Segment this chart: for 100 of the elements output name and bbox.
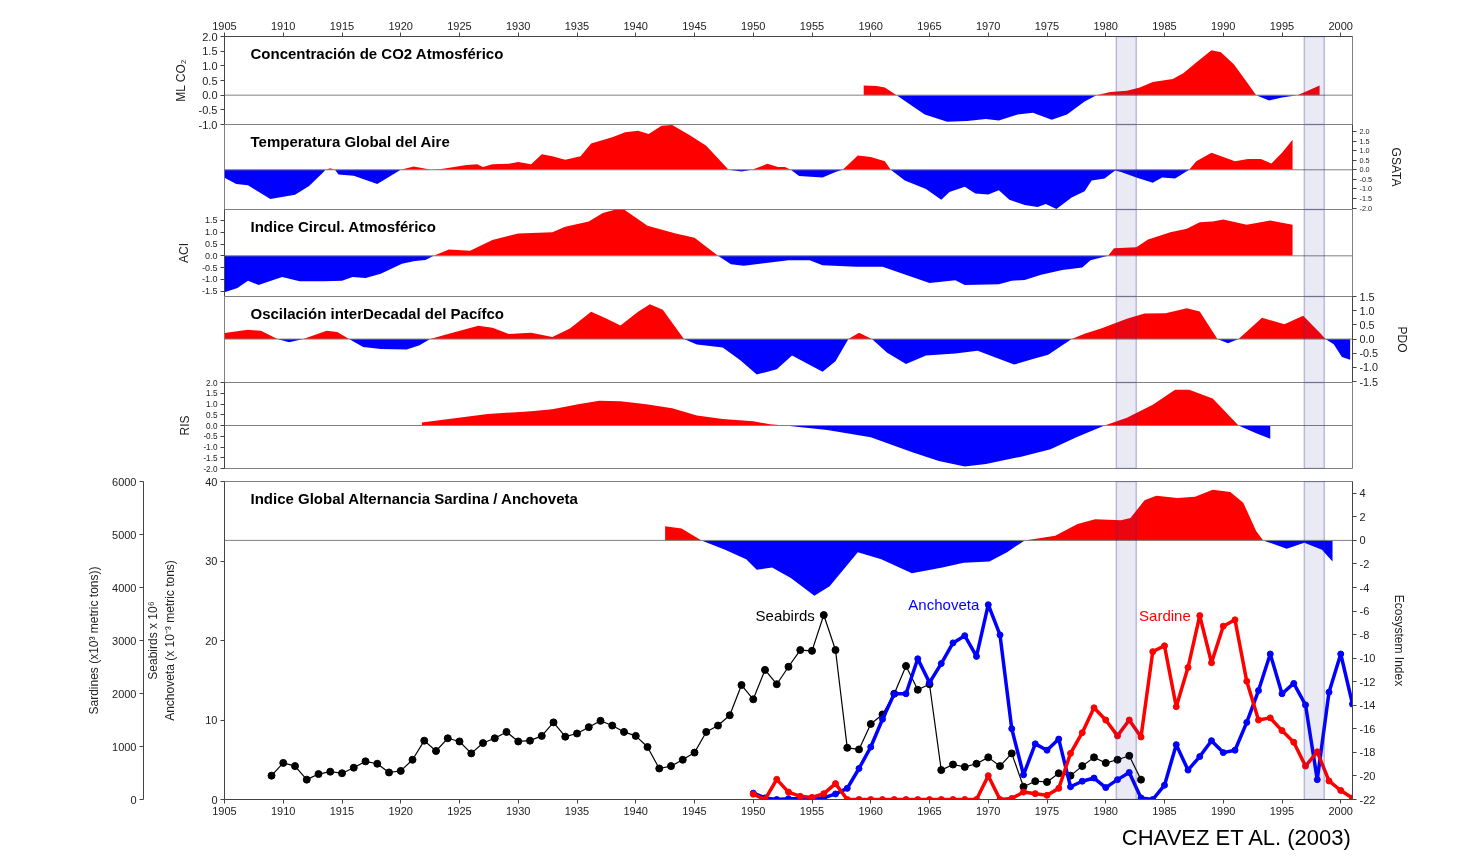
y3-tick-label: 3000 — [112, 634, 137, 647]
text: CHAVEZ ET AL. (2003) — [1121, 824, 1351, 850]
y-tick-label: 1.0 — [202, 59, 218, 72]
y-tick-label: 2.0 — [202, 30, 218, 43]
x-tick-label: 1920 — [388, 19, 413, 32]
y3-tick-label: 2000 — [112, 687, 137, 700]
y2-tick-label: 1.5 — [1359, 290, 1375, 303]
x-tick-label: 1970 — [976, 19, 1001, 32]
y2-tick-label: -0.5 — [1359, 347, 1379, 360]
x-tick-label: 1985 — [1152, 804, 1177, 817]
x-tick-label: 1930 — [506, 19, 531, 32]
y2-tick-label: -16 — [1359, 722, 1376, 735]
x-tick-label: 1925 — [447, 804, 472, 817]
text: Concentración de CO2 Atmosférico — [250, 44, 504, 62]
x-tick-label: 1980 — [1093, 19, 1118, 32]
x-tick-label: 1995 — [1269, 804, 1295, 817]
series-label: Anchoveta — [908, 596, 980, 614]
y-tick-label: 0.0 — [206, 421, 218, 431]
x-tick-label: 1910 — [271, 804, 296, 817]
x-tick-label: 1965 — [917, 804, 942, 817]
y-tick-label: -1.0 — [203, 443, 218, 452]
x-tick-label: 1990 — [1211, 19, 1236, 32]
y2-tick-label: 0.0 — [1359, 333, 1375, 346]
text: Temperatura Global del Aire — [250, 132, 450, 150]
y2-tick-label: -1.0 — [1359, 361, 1379, 374]
x-tick-label: 1950 — [741, 804, 766, 817]
y3-axis-title: Sardines (x10³ metric tons)) — [87, 566, 102, 715]
y3-tick-label: 5000 — [112, 528, 137, 541]
y3-tick-label: 0 — [130, 793, 137, 806]
y-tick-label: 10 — [205, 714, 218, 726]
y2-tick-label: -22 — [1359, 793, 1376, 806]
x-tick-label: 1960 — [858, 804, 883, 817]
y-tick-label: 0.5 — [204, 239, 218, 250]
y-axis-title: RIS — [178, 415, 193, 436]
y2-tick-label: -12 — [1359, 675, 1376, 688]
x-tick-label: 1975 — [1034, 19, 1060, 32]
y-axis-title: ML CO₂ — [173, 59, 188, 102]
x-tick-label: 1985 — [1152, 19, 1177, 32]
y-tick-label: 1.0 — [204, 227, 218, 238]
y-tick-label: 1.0 — [206, 400, 218, 409]
x-tick-label: 1975 — [1034, 804, 1060, 817]
x-tick-label: 1905 — [212, 19, 237, 32]
y-tick-label: -0.5 — [198, 103, 218, 116]
x-tick-label: 1965 — [917, 19, 942, 32]
y-axis-title: ACI — [176, 242, 191, 263]
y2-axis-title: PDO — [1395, 326, 1410, 353]
y2-tick-label: -6 — [1359, 605, 1370, 618]
y-tick-label: 1.5 — [204, 215, 218, 226]
x-tick-label: 1920 — [388, 804, 413, 817]
x-tick-label: 1995 — [1269, 19, 1295, 32]
x-tick-label: 1960 — [858, 19, 883, 32]
y-tick-label: 2.0 — [206, 378, 218, 388]
y-tick-label: -1.0 — [198, 118, 218, 131]
x-tick-label: 1980 — [1093, 804, 1118, 817]
text: Indice Global Alternancia Sardina / Anchoveta — [250, 489, 579, 507]
x-tick-label: 1905 — [212, 804, 237, 817]
x-tick-label: 2000 — [1328, 19, 1353, 32]
y2-tick-label: -2 — [1359, 557, 1370, 570]
y2-tick-label: 4 — [1359, 487, 1366, 500]
y3-tick-label: 1000 — [112, 740, 137, 753]
y2-tick-label: -20 — [1359, 769, 1376, 782]
x-tick-label: 1950 — [741, 19, 766, 32]
x-tick-label: 1915 — [329, 804, 355, 817]
y-tick-label: -1.0 — [201, 274, 218, 285]
y2-tick-label: 0.5 — [1359, 318, 1375, 331]
y-tick-label: -1.5 — [201, 286, 218, 297]
x-tick-label: 1940 — [623, 804, 648, 817]
y-tick-label: 0.5 — [202, 74, 218, 87]
y2-tick-label: -8 — [1359, 628, 1370, 641]
x-tick-label: 1930 — [506, 804, 531, 817]
text: Oscilación interDecadal del Pacífco — [250, 304, 504, 322]
y3-tick-label: 6000 — [112, 475, 137, 488]
y-tick-label: 30 — [205, 555, 218, 567]
y-tick-label: -1.5 — [203, 453, 218, 463]
x-tick-label: 1970 — [976, 804, 1001, 817]
y-tick-label: 40 — [205, 475, 218, 488]
series-label: Seabirds — [755, 606, 815, 624]
text: Indice Circul. Atmosférico — [250, 217, 436, 235]
y-axis-title: Seabirds x 10⁶ Anchoveta (x 10⁻³ metric tons) — [146, 560, 178, 721]
series-label: Sardine — [1139, 607, 1191, 625]
y-tick-label: 20 — [205, 634, 218, 647]
y-tick-label: -0.5 — [201, 262, 218, 273]
y2-tick-label: -1.5 — [1359, 375, 1379, 388]
x-tick-label: 1955 — [799, 804, 825, 817]
y-tick-label: 0.0 — [204, 250, 218, 261]
y2-tick-label: -18 — [1359, 746, 1376, 759]
y-tick-label: 1.5 — [202, 45, 218, 58]
y2-tick-label: 2 — [1359, 510, 1366, 523]
x-tick-label: 1945 — [682, 804, 707, 817]
x-tick-label: 1955 — [799, 19, 825, 32]
y2-tick-label: 0 — [1359, 534, 1366, 547]
x-tick-label: 2000 — [1328, 804, 1353, 817]
y3-tick-label: 4000 — [112, 581, 137, 594]
x-tick-label: 1945 — [682, 19, 707, 32]
y2-tick-label: -10 — [1359, 652, 1376, 665]
x-tick-label: 1935 — [564, 19, 590, 32]
x-tick-label: 1910 — [271, 19, 296, 32]
y-tick-label: 0.0 — [202, 89, 218, 102]
x-tick-label: 1915 — [329, 19, 355, 32]
y-tick-label: -0.5 — [203, 432, 218, 442]
